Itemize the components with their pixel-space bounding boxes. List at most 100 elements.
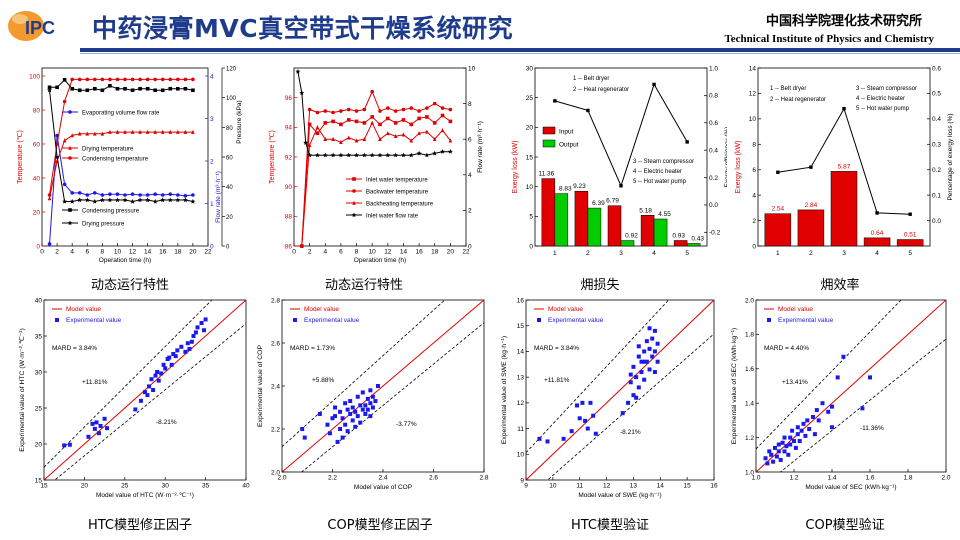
data-point	[809, 165, 813, 169]
data-point	[416, 150, 422, 156]
y-tick-label: 15	[35, 477, 43, 484]
data-point	[307, 122, 312, 127]
data-point	[373, 399, 378, 404]
data-point	[77, 77, 82, 82]
bar-input	[574, 190, 589, 247]
data-point	[358, 403, 363, 408]
y-tick-label: 2.6	[271, 340, 280, 347]
data-point	[199, 321, 204, 326]
data-label: 0.93	[672, 232, 685, 239]
data-point	[138, 77, 142, 82]
data-point	[348, 411, 353, 416]
plot-frame	[755, 299, 947, 473]
error-band-line	[44, 300, 213, 468]
data-point	[123, 77, 127, 82]
data-point	[335, 439, 340, 444]
data-point	[393, 152, 399, 158]
data-point	[130, 129, 135, 134]
data-point	[331, 110, 335, 115]
legend-label: Backheating temperature	[366, 201, 434, 207]
data-point	[631, 364, 636, 369]
data-point	[171, 352, 176, 356]
legend-label: Condensing pressure	[82, 208, 140, 214]
x-tick-label: 1.2	[789, 475, 798, 482]
data-point	[67, 220, 73, 226]
data-point	[860, 406, 865, 411]
lower-band-annotation: -8.21%	[156, 419, 177, 426]
y-axis-label-left: Temperature (℃)	[269, 130, 276, 184]
x-axis-label: Model value of COP	[354, 484, 412, 491]
y-tick-label: 20	[35, 441, 43, 448]
x-tick-label: 18	[431, 249, 439, 256]
data-point	[569, 429, 574, 434]
data-point	[788, 442, 793, 447]
data-point	[99, 197, 105, 203]
x-tick-label: 12	[384, 249, 392, 256]
data-point	[647, 367, 652, 372]
y-tick-label: 14	[517, 349, 525, 356]
data-point	[401, 107, 406, 112]
data-point	[191, 129, 195, 134]
data-point	[168, 77, 173, 82]
data-point	[378, 136, 382, 141]
data-point	[652, 370, 657, 374]
y-tick-label: 60	[33, 141, 41, 148]
data-point	[805, 418, 810, 423]
x-tick-label: 3	[619, 250, 623, 257]
y-tick-label: 0.4	[932, 116, 941, 123]
data-point	[176, 193, 180, 197]
data-point	[62, 443, 67, 448]
data-point	[580, 400, 585, 405]
data-point	[360, 407, 365, 412]
y-tick-label: 2	[752, 218, 756, 225]
x-tick-label: 3	[842, 250, 846, 257]
data-point	[408, 152, 414, 158]
data-point	[168, 129, 173, 134]
data-point	[835, 375, 840, 380]
data-point	[577, 416, 582, 421]
data-point	[626, 400, 631, 405]
data-point	[361, 152, 367, 158]
data-point	[620, 411, 625, 416]
data-point	[307, 142, 312, 147]
data-point	[628, 372, 633, 377]
x-tick-label: 4	[875, 250, 879, 257]
data-point	[803, 433, 808, 438]
data-point	[62, 99, 67, 104]
data-point	[70, 77, 74, 82]
data-point	[70, 133, 74, 138]
data-point	[303, 140, 309, 145]
x-tick-label: 15	[40, 483, 48, 490]
data-point	[339, 122, 343, 127]
logo-text: IPC	[25, 18, 55, 38]
lower-band-annotation: -3.77%	[396, 421, 417, 428]
data-point	[100, 88, 105, 93]
y-tick-label: 0	[752, 243, 756, 250]
data-point	[94, 420, 99, 425]
legend-label: Inlet water temperature	[366, 177, 428, 183]
data-point	[62, 138, 67, 143]
data-point	[425, 115, 429, 119]
x-tick-label: 2.6	[429, 475, 438, 482]
error-band-line	[779, 338, 946, 472]
y-tick-label: 4	[468, 172, 472, 179]
y-tick-label: 40	[226, 185, 233, 191]
legend-label: Drying pressure	[82, 221, 125, 227]
y-tick-label: 80	[226, 126, 233, 132]
data-point	[191, 77, 195, 82]
y-tick-label: 1.0	[709, 65, 718, 72]
data-point	[432, 101, 437, 106]
data-point	[191, 334, 196, 338]
y-tick-label: 10	[468, 65, 476, 72]
caption-exergy-efficiency: 㶲效率	[820, 278, 860, 293]
data-point	[644, 359, 649, 364]
data-point	[62, 78, 67, 82]
y-tick-label: 1.2	[745, 435, 754, 442]
x-axis-label: Model value of HTC (W·m⁻²·℃⁻¹)	[96, 492, 194, 499]
data-point	[591, 413, 596, 418]
data-point	[68, 156, 72, 160]
y-tick-label: 3	[210, 116, 214, 123]
data-point	[790, 428, 795, 433]
data-point	[195, 325, 200, 330]
data-point	[409, 138, 414, 143]
